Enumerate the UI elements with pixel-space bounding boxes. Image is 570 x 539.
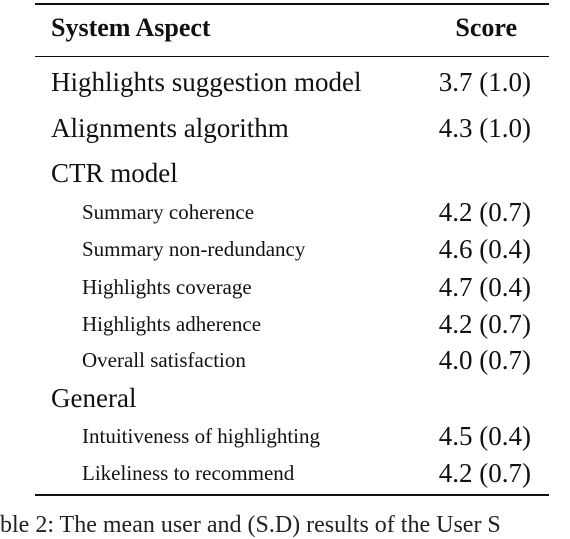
header-score: Score — [455, 13, 517, 42]
score-value: 4.2 (0.7) — [438, 458, 531, 488]
aspect-label: Highlights suggestion model — [51, 67, 362, 97]
table-bottom-rule — [35, 494, 549, 496]
table-row: Intuitiveness of highlighting 4.5 (0.4) — [35, 418, 549, 454]
score-value: 4.5 (0.4) — [438, 421, 531, 451]
score-value: 3.7 (1.0) — [438, 67, 531, 97]
aspect-label: Summary coherence — [82, 200, 255, 224]
aspect-label: Summary non-redundancy — [82, 237, 306, 261]
table-row: Overall satisfaction 4.0 (0.7) — [35, 342, 549, 378]
group-label: CTR model — [51, 158, 178, 188]
aspect-label: Alignments algorithm — [51, 113, 289, 143]
header-system-aspect: System Aspect — [51, 13, 211, 42]
aspect-label: Highlights coverage — [82, 275, 252, 299]
table-row: Highlights adherence 4.2 (0.7) — [35, 306, 549, 342]
aspect-label: Intuitiveness of highlighting — [82, 424, 320, 448]
aspect-label: Highlights adherence — [82, 312, 262, 336]
score-value: 4.7 (0.4) — [438, 272, 531, 302]
table-header-rule — [35, 56, 549, 57]
table-row: Highlights suggestion model 3.7 (1.0) — [35, 64, 549, 100]
table-row-group: CTR model — [35, 155, 549, 191]
table-row: Likeliness to recommend 4.2 (0.7) — [35, 455, 549, 491]
score-value: 4.6 (0.4) — [438, 234, 531, 264]
score-value: 4.2 (0.7) — [438, 309, 531, 339]
table-row: Summary non-redundancy 4.6 (0.4) — [35, 231, 549, 267]
table-row-group: General — [35, 380, 549, 416]
score-value: 4.3 (1.0) — [438, 113, 531, 143]
table-row: Alignments algorithm 4.3 (1.0) — [35, 110, 549, 146]
table-caption: ble 2: The mean user and (S.D) results o… — [0, 512, 501, 538]
table-top-rule — [35, 3, 549, 5]
table-header-row: System Aspect Score — [35, 10, 549, 46]
table-row: Summary coherence 4.2 (0.7) — [35, 194, 549, 230]
score-value: 4.0 (0.7) — [438, 345, 531, 375]
table-row: Highlights coverage 4.7 (0.4) — [35, 269, 549, 305]
group-label: General — [51, 383, 137, 413]
aspect-label: Overall satisfaction — [82, 348, 246, 372]
score-value: 4.2 (0.7) — [438, 197, 531, 227]
aspect-label: Likeliness to recommend — [82, 461, 295, 485]
